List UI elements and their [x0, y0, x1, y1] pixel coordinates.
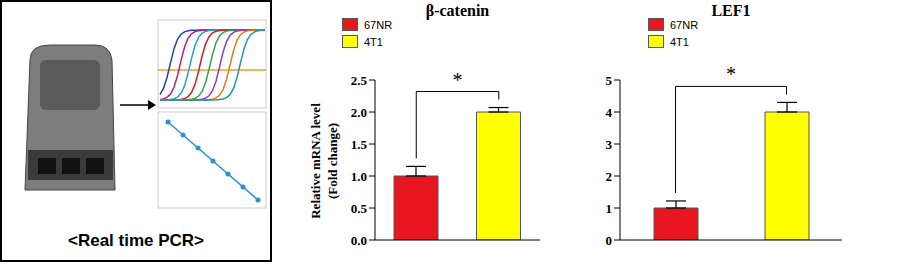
svg-text:3: 3	[606, 137, 613, 152]
html-text:67NR: 67NR	[364, 18, 393, 31]
svg-text:<Real time PCR>: <Real time PCR>	[68, 231, 204, 250]
html-text:(Fold change): (Fold change)	[325, 122, 340, 200]
svg-text:1.0: 1.0	[351, 169, 367, 184]
svg-text:2.5: 2.5	[351, 73, 368, 88]
svg-text:2.0: 2.0	[351, 105, 367, 120]
html-text:LEF1: LEF1	[711, 2, 751, 19]
svg-text:2: 2	[606, 169, 613, 184]
html-text:Relative mRNA level: Relative mRNA level	[308, 103, 323, 219]
html-text:β-catenin: β-catenin	[425, 2, 490, 19]
svg-text:*: *	[453, 69, 463, 91]
html-text:67NR: 67NR	[670, 18, 699, 31]
svg-text:1.5: 1.5	[351, 137, 368, 152]
svg-text:4: 4	[606, 105, 613, 120]
svg-text:*: *	[726, 63, 736, 85]
svg-text:0.0: 0.0	[351, 233, 367, 248]
svg-text:0.5: 0.5	[351, 201, 368, 216]
svg-text:0: 0	[606, 233, 613, 248]
svg-text:5: 5	[606, 73, 613, 88]
svg-text:1: 1	[606, 201, 613, 216]
html-text:4T1: 4T1	[670, 35, 689, 48]
html-text:4T1: 4T1	[364, 35, 383, 48]
